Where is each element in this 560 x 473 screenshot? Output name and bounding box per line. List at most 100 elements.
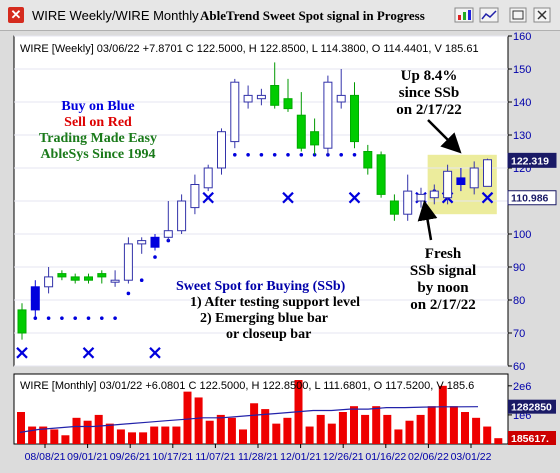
maximize-icon[interactable] — [509, 7, 527, 23]
volume-bar — [50, 429, 59, 444]
volume-bar — [305, 426, 314, 444]
volume-bar — [283, 417, 292, 444]
volume-bar — [239, 429, 247, 444]
candle-body — [336, 94, 346, 103]
volume-bar — [205, 420, 214, 444]
x-axis: 08/08/21 09/01/21 09/26/21 10/17/21 11/07/21… — [25, 444, 492, 463]
candle — [283, 78, 293, 112]
candle — [376, 151, 386, 198]
candle — [323, 75, 333, 155]
volume-bar — [472, 417, 481, 444]
x-tick-label: 01/16/22 — [365, 451, 406, 463]
candle-body — [190, 184, 200, 209]
volume-price-labels: 1282850 185617. — [508, 399, 556, 445]
volume-bar — [183, 391, 192, 444]
volume-bar — [327, 423, 336, 444]
candle-body — [123, 243, 133, 281]
candle-body — [30, 286, 40, 311]
support-dot — [272, 153, 277, 157]
volume-bar — [250, 403, 259, 444]
candle — [243, 85, 253, 109]
line-chart-icon[interactable] — [479, 7, 499, 23]
candle-body — [403, 190, 413, 215]
volume-bar — [150, 426, 159, 444]
x-mark-stroke — [481, 191, 494, 204]
volume-bar — [116, 429, 125, 444]
candle — [363, 144, 373, 175]
volume-bar — [227, 417, 236, 444]
weekly-header: WIRE [Weekly] 03/06/22 +7.8701 C 122.500… — [20, 43, 479, 55]
candle — [217, 128, 226, 175]
y-tick-label: 80 — [513, 295, 525, 307]
support-dot — [86, 316, 91, 320]
volume-bar — [316, 414, 325, 444]
window-title: WIRE Weekly/WIRE Monthly — [32, 8, 199, 23]
candle — [150, 234, 160, 251]
annotation-up-pct: Up 8.4% — [401, 68, 458, 84]
price-label: 110.986 — [507, 190, 557, 206]
candle-body — [57, 273, 67, 278]
x-marks — [16, 191, 494, 359]
candle-body — [283, 98, 293, 110]
support-dot — [139, 278, 144, 283]
candle — [403, 174, 413, 221]
volume-bar — [338, 412, 347, 444]
volume-bar — [128, 432, 136, 444]
candle-body — [416, 193, 426, 202]
support-dot — [100, 316, 104, 320]
volume-price-label-box — [508, 431, 556, 445]
volume-price-label: 1282850 — [508, 399, 556, 414]
annotation-buy-on-blue: Buy on Blue — [61, 99, 134, 114]
x-mark-stroke — [16, 347, 28, 359]
x-tick-label: 02/06/22 — [408, 451, 449, 463]
support-dot — [113, 316, 117, 320]
volume-bar — [494, 438, 503, 444]
candle — [30, 280, 40, 317]
candle — [190, 174, 200, 215]
candle — [203, 164, 213, 192]
annotation-sweet-spot-title: Sweet Spot for Buying (SSb) — [176, 279, 346, 294]
candle-body — [163, 230, 173, 238]
candle-body — [110, 279, 120, 283]
sweet-spot-annotation: Sweet Spot for Buying (SSb) 1) After tes… — [176, 279, 360, 342]
support-dot — [246, 153, 250, 157]
x-tick-label: 10/17/21 — [152, 451, 193, 463]
x-tick-label: 09/26/21 — [110, 451, 151, 463]
x-tick-label: 11/28/21 — [238, 451, 278, 463]
candle — [97, 270, 107, 284]
x-mark — [16, 347, 28, 359]
candle-body — [256, 94, 266, 100]
candle — [483, 158, 492, 187]
candle-body — [376, 154, 386, 195]
annotation-since-date: on 2/17/22 — [396, 102, 461, 118]
support-dot — [60, 316, 64, 320]
x-tick-label: 09/01/21 — [67, 451, 108, 463]
candle — [230, 78, 240, 149]
volume-bar — [161, 426, 170, 444]
volume-bar — [372, 406, 381, 444]
candle-body — [150, 236, 160, 248]
volume-bar — [17, 412, 25, 444]
close-window-icon[interactable] — [533, 7, 551, 23]
candle — [336, 69, 346, 109]
candle-body — [483, 159, 492, 187]
volume-bar — [483, 426, 492, 444]
x-mark-stroke — [348, 191, 361, 204]
chart-icon[interactable] — [454, 7, 474, 23]
y-tick-label: 150 — [513, 64, 531, 76]
volume-price-label: 185617. — [508, 431, 556, 445]
candle-body — [389, 200, 399, 215]
volume-bar — [449, 406, 458, 444]
volume-bar — [438, 385, 447, 444]
x-mark-stroke — [202, 191, 214, 204]
price-label-box — [507, 152, 557, 168]
candle-body — [270, 85, 280, 106]
x-tick-label: 12/01/21 — [280, 451, 321, 463]
volume-bar — [39, 426, 48, 444]
candle-body — [443, 170, 453, 199]
candle — [123, 237, 133, 284]
candle — [256, 88, 266, 106]
candle — [469, 161, 479, 195]
volume-price-label-box — [508, 399, 556, 414]
